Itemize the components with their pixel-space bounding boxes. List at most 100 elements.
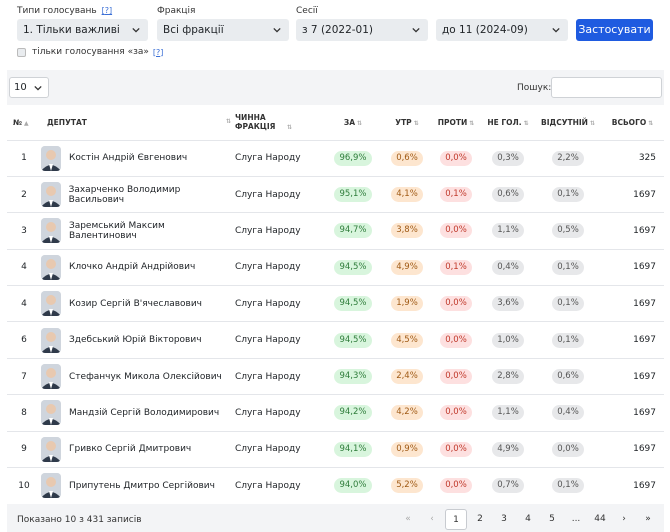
not-voted-badge: 1,1% bbox=[492, 405, 524, 421]
table-body: 1 Костін Андрій Євгенович Слуга Народу 96,9… bbox=[7, 140, 664, 504]
table-row[interactable]: 8 Мандзій Сергій Володимирович Слуга Народ… bbox=[7, 394, 664, 431]
page-link[interactable]: 1 bbox=[445, 509, 467, 530]
against-badge: 0,0% bbox=[440, 223, 472, 239]
table-row[interactable]: 6 Здебський Юрій Вікторович Слуга Народу 94… bbox=[7, 321, 664, 358]
table-row[interactable]: 1 Костін Андрій Євгенович Слуга Народу 96,9… bbox=[7, 140, 664, 176]
col-total-header[interactable]: ВСЬОГО ⇅ bbox=[601, 105, 664, 140]
row-number: 8 bbox=[21, 407, 27, 418]
absent-badge: 0,1% bbox=[552, 478, 584, 494]
page-link[interactable]: 44 bbox=[594, 514, 606, 524]
session-to-select[interactable]: до 11 (2024-09) bbox=[436, 19, 568, 41]
deputy: Костін Андрій Євгенович bbox=[41, 145, 235, 171]
only-for-label: тільки голосування «за» bbox=[32, 47, 149, 57]
not-voted-cell: 0,6% bbox=[481, 176, 535, 212]
page-link[interactable]: 5 bbox=[549, 514, 555, 524]
abstain-badge: 3,8% bbox=[391, 223, 423, 239]
sort-icon: ⇅ bbox=[523, 119, 529, 127]
vote-types-help-link[interactable]: [?] bbox=[101, 6, 113, 15]
col-absent-header[interactable]: ВІДСУТНІЙ ⇅ bbox=[535, 105, 601, 140]
col-for-label: ЗА bbox=[343, 117, 356, 127]
abstain-cell: 0,9% bbox=[383, 431, 431, 467]
col-number-header[interactable]: № ▲ bbox=[7, 105, 41, 140]
apply-button[interactable]: Застосувати bbox=[576, 19, 653, 41]
avatar bbox=[41, 254, 61, 280]
absent-badge: 0,4% bbox=[552, 405, 584, 421]
vote-types-select[interactable]: 1. Тільки важливі bbox=[17, 19, 148, 41]
page-link[interactable]: « bbox=[405, 514, 411, 524]
table-row[interactable]: 7 Стефанчук Микола Олексійович Слуга Народ… bbox=[7, 358, 664, 394]
vote-types-help-text: ? bbox=[104, 6, 109, 15]
absent-badge: 0,5% bbox=[552, 223, 584, 239]
sessions-label: Сесії bbox=[296, 6, 318, 16]
only-for-checkbox[interactable] bbox=[17, 47, 26, 57]
deputy-cell[interactable]: Клочко Андрій Андрійович bbox=[41, 249, 235, 285]
col-deputy-header[interactable]: ДЕПУТАТ ⇅ bbox=[41, 105, 235, 140]
table-row[interactable]: 9 Гривко Сергій Дмитрович Слуга Народу 94,1… bbox=[7, 431, 664, 467]
for-badge: 94,2% bbox=[334, 405, 372, 421]
absent-cell: 0,0% bbox=[535, 431, 601, 467]
not-voted-badge: 4,9% bbox=[492, 441, 524, 457]
chevron-down-icon bbox=[273, 27, 281, 33]
only-for-help-link[interactable]: [?] bbox=[152, 47, 164, 57]
col-not-voted-header[interactable]: НЕ ГОЛ. ⇅ bbox=[481, 105, 535, 140]
deputy-name: Гривко Сергій Дмитрович bbox=[69, 444, 192, 455]
page-link[interactable]: 3 bbox=[501, 514, 507, 524]
faction-label: Фракція bbox=[157, 6, 196, 16]
deputy-cell[interactable]: Захарченко Володимир Васильович bbox=[41, 176, 235, 212]
col-against-label: ПРОТИ bbox=[437, 117, 468, 127]
not-voted-badge: 2,8% bbox=[492, 369, 524, 385]
total-cell: 1697 bbox=[633, 407, 656, 418]
absent-cell: 0,1% bbox=[535, 249, 601, 285]
row-number: 4 bbox=[21, 298, 27, 309]
sort-icon: ⇅ bbox=[357, 119, 363, 127]
deputy-cell[interactable]: Мандзій Сергій Володимирович bbox=[41, 395, 235, 431]
table-row[interactable]: 3 Заремський Максим Валентинович Слуга Нар… bbox=[7, 212, 664, 249]
deputy-cell[interactable]: Заремський Максим Валентинович bbox=[41, 213, 235, 249]
deputy-cell[interactable]: Стефанчук Микола Олексійович bbox=[41, 358, 235, 394]
table-row[interactable]: 4 Клочко Андрій Андрійович Слуга Народу 94,… bbox=[7, 249, 664, 285]
deputy-cell[interactable]: Козир Сергій В'ячеславович bbox=[41, 286, 235, 322]
chevron-down-icon bbox=[34, 85, 42, 91]
deputy-cell[interactable]: Костін Андрій Євгенович bbox=[41, 140, 235, 176]
col-deputy-label: ДЕПУТАТ bbox=[47, 117, 87, 127]
faction-select[interactable]: Всі фракції bbox=[157, 19, 289, 41]
deputy-cell[interactable]: Припутень Дмитро Сергійович bbox=[41, 468, 235, 504]
against-badge: 0,0% bbox=[440, 478, 472, 494]
vote-types-label: Типи голосувань [?] bbox=[17, 6, 112, 16]
col-abstain-header[interactable]: УТР ⇅ bbox=[383, 105, 431, 140]
col-faction-header[interactable]: ЧИННА ФРАКЦІЯ ⇅ bbox=[235, 105, 323, 140]
not-voted-badge: 3,6% bbox=[492, 296, 524, 312]
faction-cell: Слуга Народу bbox=[235, 335, 301, 346]
not-voted-badge: 1,0% bbox=[492, 332, 524, 348]
col-against-header[interactable]: ПРОТИ ⇅ bbox=[431, 105, 481, 140]
page-link[interactable]: ‹ bbox=[430, 514, 434, 524]
page-link[interactable]: › bbox=[622, 514, 626, 524]
abstain-badge: 5,2% bbox=[391, 478, 423, 494]
deputy-cell[interactable]: Гривко Сергій Дмитрович bbox=[41, 431, 235, 467]
for-cell: 95,1% bbox=[323, 176, 383, 212]
page-length-select[interactable]: 10 bbox=[9, 77, 49, 98]
page-link[interactable]: 4 bbox=[525, 514, 531, 524]
table-row[interactable]: 4 Козир Сергій В'ячеславович Слуга Народу 9… bbox=[7, 285, 664, 322]
deputy-cell[interactable]: Здебський Юрій Вікторович bbox=[41, 322, 235, 358]
table-row[interactable]: 2 Захарченко Володимир Васильович Слуга На… bbox=[7, 176, 664, 212]
col-total-label: ВСЬОГО bbox=[611, 117, 647, 127]
abstain-cell: 4,5% bbox=[383, 322, 431, 358]
against-badge: 0,0% bbox=[440, 332, 472, 348]
session-from-select[interactable]: з 7 (2022-01) bbox=[296, 19, 428, 41]
table-row[interactable]: 10 Припутень Дмитро Сергійович Слуга Народ… bbox=[7, 467, 664, 504]
against-badge: 0,0% bbox=[440, 405, 472, 421]
against-cell: 0,0% bbox=[431, 322, 481, 358]
total-cell: 1697 bbox=[633, 335, 656, 346]
page-link[interactable]: » bbox=[645, 514, 651, 524]
search-input[interactable] bbox=[551, 77, 662, 98]
for-cell: 94,1% bbox=[323, 431, 383, 467]
page-link[interactable]: 2 bbox=[477, 514, 483, 524]
col-for-header[interactable]: ЗА ⇅ bbox=[323, 105, 383, 140]
abstain-badge: 1,9% bbox=[391, 296, 423, 312]
row-number: 1 bbox=[21, 153, 27, 164]
not-voted-cell: 2,8% bbox=[481, 358, 535, 394]
absent-cell: 0,5% bbox=[535, 213, 601, 249]
page-link: ... bbox=[571, 514, 581, 524]
sort-icon: ⇅ bbox=[589, 119, 595, 127]
